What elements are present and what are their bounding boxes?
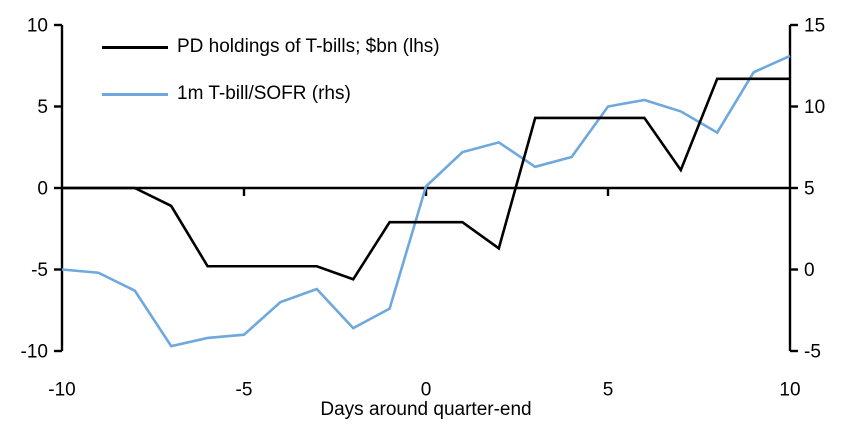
x-axis-tick-label: 10 <box>779 380 800 401</box>
right-y-axis-tick-label: 15 <box>804 16 825 37</box>
left-y-axis-tick-label: 0 <box>37 179 48 200</box>
legend-label-tbill-sofr: 1m T-bill/SOFR (rhs) <box>177 83 351 104</box>
series-line-tbill-sofr <box>61 54 791 348</box>
legend-line-swatch-blue <box>102 92 168 96</box>
right-y-axis-tick-label: -5 <box>804 342 821 363</box>
x-axis-title: Days around quarter-end <box>320 399 532 420</box>
x-axis-tick-label: -5 <box>236 380 253 401</box>
legend-item-tbill-sofr: 1m T-bill/SOFR (rhs) <box>102 81 440 107</box>
series-line-pd-holdings <box>62 77 790 281</box>
x-axis-tick-label: 5 <box>603 380 614 401</box>
left-y-axis-tick-label: 10 <box>27 16 48 37</box>
x-axis-tick-label: -10 <box>48 380 75 401</box>
left-y-axis-tick-label: 5 <box>37 97 48 118</box>
left-y-axis-tick-label: -5 <box>31 260 48 281</box>
right-y-axis-tick-label: 10 <box>804 97 825 118</box>
legend-label-pd-holdings: PD holdings of T-bills; $bn (lhs) <box>177 36 440 57</box>
right-y-axis-tick-label: 0 <box>804 260 815 281</box>
legend-item-pd-holdings: PD holdings of T-bills; $bn (lhs) <box>102 34 440 60</box>
x-axis-tick-label: 0 <box>421 380 432 401</box>
legend-line-swatch-black <box>102 45 168 49</box>
legend: PD holdings of T-bills; $bn (lhs) 1m T-b… <box>102 34 440 107</box>
left-y-axis-tick-label: -10 <box>21 342 48 363</box>
right-y-axis-tick-label: 5 <box>804 179 815 200</box>
